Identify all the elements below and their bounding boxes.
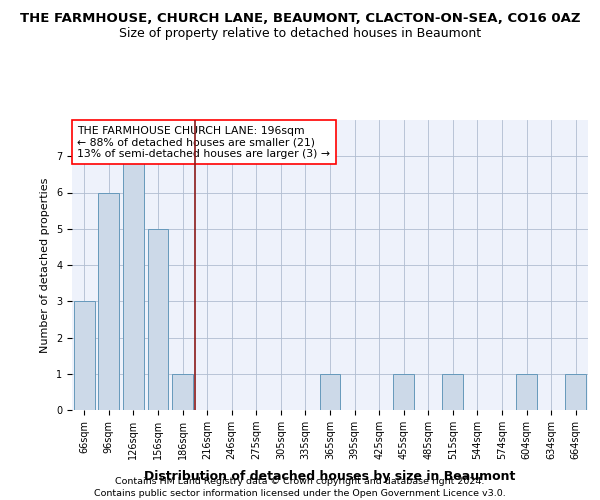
Text: Contains HM Land Registry data © Crown copyright and database right 2024.: Contains HM Land Registry data © Crown c… (115, 478, 485, 486)
Y-axis label: Number of detached properties: Number of detached properties (40, 178, 50, 352)
Bar (148, 229, 169, 410)
Text: Contains public sector information licensed under the Open Government Licence v3: Contains public sector information licen… (94, 489, 506, 498)
Bar (98, 192, 119, 410)
Text: THE FARMHOUSE, CHURCH LANE, BEAUMONT, CLACTON-ON-SEA, CO16 0AZ: THE FARMHOUSE, CHURCH LANE, BEAUMONT, CL… (20, 12, 580, 26)
Text: THE FARMHOUSE CHURCH LANE: 196sqm
← 88% of detached houses are smaller (21)
13% : THE FARMHOUSE CHURCH LANE: 196sqm ← 88% … (77, 126, 330, 159)
Bar (123, 156, 144, 410)
Bar (74, 301, 95, 410)
Bar (442, 374, 463, 410)
X-axis label: Distribution of detached houses by size in Beaumont: Distribution of detached houses by size … (145, 470, 515, 484)
Bar (172, 374, 193, 410)
Bar (565, 374, 586, 410)
Bar (393, 374, 414, 410)
Bar (320, 374, 340, 410)
Text: Size of property relative to detached houses in Beaumont: Size of property relative to detached ho… (119, 28, 481, 40)
Bar (516, 374, 537, 410)
